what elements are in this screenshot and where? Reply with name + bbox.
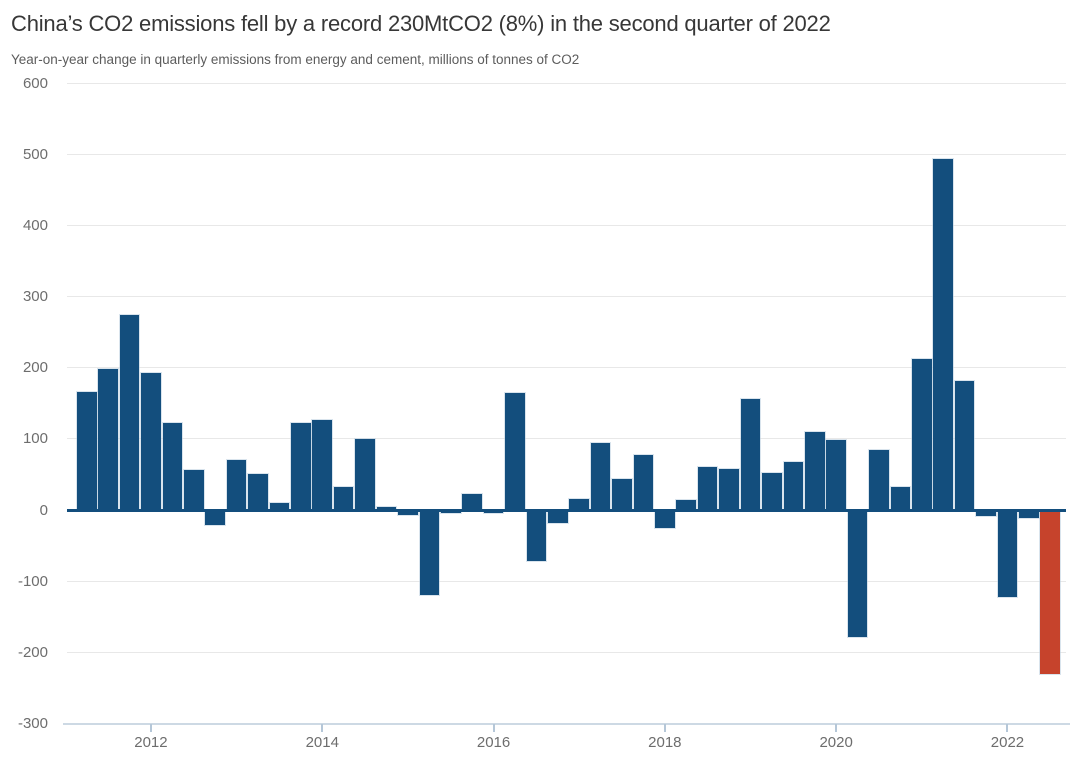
bar[interactable]	[633, 455, 654, 510]
bar[interactable]	[162, 422, 183, 510]
zero-baseline	[67, 508, 1066, 512]
bar[interactable]	[291, 422, 311, 510]
x-axis-label: 2022	[990, 734, 1025, 751]
y-axis-label: 400	[22, 217, 48, 235]
chart-title: China’s CO2 emissions fell by a record 2…	[11, 11, 831, 36]
x-axis-label: 2020	[819, 734, 853, 751]
bar[interactable]	[783, 461, 804, 510]
bar[interactable]	[869, 450, 889, 510]
x-axis-label: 2012	[134, 734, 168, 751]
x-axis-label: 2014	[305, 734, 339, 751]
bar[interactable]	[248, 474, 268, 510]
y-gridline	[67, 82, 1066, 84]
bar[interactable]	[890, 486, 911, 510]
highlighted-bar[interactable]	[1040, 510, 1061, 674]
y-gridline	[67, 225, 1066, 227]
bar[interactable]	[612, 479, 632, 510]
bar[interactable]	[826, 439, 846, 510]
x-tick-mark	[321, 724, 324, 732]
x-axis-label: 2018	[648, 734, 682, 751]
bar[interactable]	[740, 399, 761, 510]
y-axis-label: -200	[17, 643, 48, 661]
bar[interactable]	[505, 392, 525, 510]
bar[interactable]	[119, 315, 140, 510]
bar[interactable]	[697, 466, 718, 510]
y-axis-label: 600	[22, 74, 48, 92]
y-gridline	[67, 651, 1066, 653]
y-gridline	[67, 367, 1066, 369]
x-axis-label: 2016	[476, 734, 511, 751]
y-gridline	[67, 438, 1066, 440]
bar[interactable]	[141, 372, 161, 510]
y-axis-label: -300	[17, 714, 48, 732]
bar[interactable]	[355, 438, 375, 510]
y-gridline	[67, 580, 1066, 582]
y-axis-label: 100	[22, 430, 48, 448]
x-tick-mark	[1006, 724, 1009, 732]
bar[interactable]	[762, 473, 782, 510]
bar[interactable]	[997, 510, 1018, 598]
bar[interactable]	[655, 510, 675, 529]
bar[interactable]	[226, 460, 247, 510]
bar[interactable]	[912, 358, 932, 510]
bar[interactable]	[98, 369, 118, 510]
bar[interactable]	[719, 468, 739, 510]
chart-subtitle: Year-on-year change in quarterly emissio…	[11, 52, 580, 67]
y-gridline	[67, 153, 1066, 155]
bar[interactable]	[526, 510, 547, 562]
bar[interactable]	[976, 510, 996, 516]
x-tick-mark	[492, 724, 495, 732]
x-axis-line	[63, 723, 1070, 725]
x-tick-mark	[835, 724, 838, 732]
y-gridline	[67, 296, 1066, 298]
bar[interactable]	[847, 510, 868, 637]
y-axis-label: -100	[17, 572, 48, 590]
bar[interactable]	[462, 493, 482, 510]
bar[interactable]	[804, 431, 825, 510]
y-axis-label: 0	[39, 501, 48, 519]
bar[interactable]	[312, 419, 333, 510]
bar[interactable]	[269, 502, 290, 510]
bar[interactable]	[419, 510, 440, 596]
bar[interactable]	[590, 443, 611, 510]
y-axis-label: 500	[22, 145, 48, 163]
bar[interactable]	[547, 510, 568, 523]
bar[interactable]	[76, 391, 97, 510]
bar[interactable]	[205, 510, 225, 525]
x-tick-mark	[663, 724, 666, 732]
y-axis-label: 200	[22, 359, 48, 377]
bar[interactable]	[333, 487, 354, 510]
bar[interactable]	[676, 500, 697, 510]
x-tick-mark	[149, 724, 152, 732]
y-axis-label: 300	[22, 288, 48, 306]
bar[interactable]	[1019, 510, 1039, 518]
bar[interactable]	[954, 381, 975, 510]
bar[interactable]	[398, 510, 418, 515]
bar[interactable]	[183, 470, 204, 510]
bar[interactable]	[933, 159, 954, 510]
bar[interactable]	[569, 498, 589, 510]
